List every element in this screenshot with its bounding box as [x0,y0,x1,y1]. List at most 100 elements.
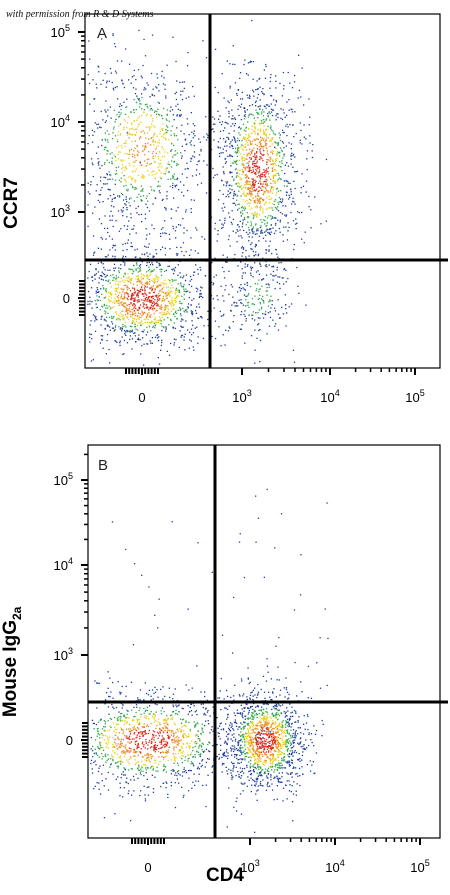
event-dot [242,287,244,289]
event-dot [200,765,202,768]
event-dot [278,715,281,717]
event-dot [164,304,166,307]
event-dot [246,199,248,202]
event-dot [166,723,168,726]
event-dot [129,306,131,308]
event-dot [161,288,163,291]
event-dot [121,160,123,163]
event-dot [159,133,161,135]
event-dot [245,130,247,132]
event-dot [150,72,153,75]
event-dot [107,188,109,190]
event-dot [161,739,163,741]
event-dot [112,301,114,303]
event-dot [290,158,292,160]
event-dot [252,186,254,189]
event-dot [206,711,209,713]
event-dot [137,743,139,746]
event-dot [265,230,267,232]
event-dot [227,123,229,125]
event-dot [133,751,135,754]
event-dot [298,292,300,294]
event-dot [170,302,172,304]
event-dot [101,271,103,273]
event-dot [167,163,169,165]
event-dot [217,147,219,149]
event-dot [195,735,197,737]
event-dot [117,302,119,304]
event-dot [88,134,90,137]
event-dot [118,179,121,181]
event-dot [105,746,108,748]
event-dot [164,132,166,134]
event-dot [246,202,248,205]
event-dot [202,296,204,299]
event-dot [268,286,270,288]
event-dot [106,82,108,84]
event-dot [180,722,183,724]
event-dot [170,320,172,322]
event-dot [136,318,139,320]
event-dot [162,769,165,771]
event-dot [124,203,126,205]
event-dot [157,181,160,183]
event-dot [89,341,91,343]
event-dot [136,248,138,250]
event-dot [152,136,154,138]
event-dot [198,154,201,156]
event-dot [178,704,180,706]
event-dot [182,755,184,757]
event-dot [181,758,183,760]
event-dot [264,169,267,172]
event-dot [255,127,257,129]
event-dot [197,342,199,344]
event-dot [120,181,122,183]
event-dot [130,741,133,743]
event-dot [198,745,200,747]
event-dot [205,116,207,118]
event-dot [184,724,186,726]
event-dot [173,133,175,135]
event-dot [282,205,284,207]
event-dot [213,307,215,309]
event-dot [254,349,256,351]
event-dot [258,202,261,204]
event-dot [266,228,268,230]
tick-label: 104 [51,113,70,130]
event-dot [153,318,155,321]
event-dot [166,730,168,732]
event-dot [188,745,190,747]
event-dot [156,321,158,324]
event-dot [193,721,195,723]
event-dot [235,232,237,234]
event-dot [127,273,129,275]
event-dot [244,283,246,285]
event-dot [250,192,252,194]
event-dot [97,721,100,723]
event-dot [164,326,167,328]
event-dot [179,302,181,304]
event-dot [121,702,123,705]
event-dot [131,76,133,78]
event-dot [246,295,248,297]
event-dot [163,136,165,139]
event-dot [114,283,116,285]
event-dot [254,128,256,130]
event-dot [252,232,254,235]
event-dot [221,180,223,182]
event-dot [256,207,258,209]
event-dot [156,286,158,288]
event-dot [142,293,145,295]
event-dot [253,95,255,97]
event-dot [222,334,224,336]
event-dot [288,719,291,721]
event-dot [158,142,161,144]
event-dot [160,308,162,311]
event-dot [104,297,106,299]
event-dot [138,308,140,310]
event-dot [154,280,156,282]
event-dot [274,310,277,312]
event-dot [181,157,183,159]
event-dot [152,713,155,715]
event-dot [233,733,235,735]
